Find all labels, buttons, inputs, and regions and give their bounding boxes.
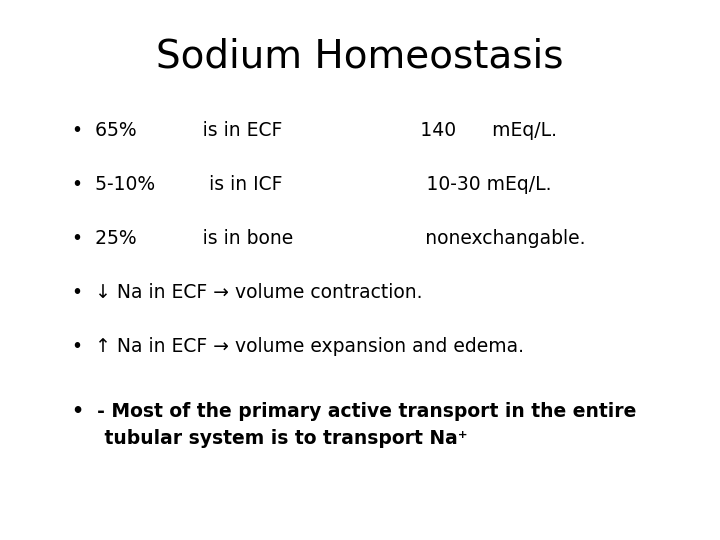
Text: •  ↑ Na in ECF → volume expansion and edema.: • ↑ Na in ECF → volume expansion and ede… (72, 338, 524, 356)
Text: •  - Most of the primary active transport in the entire
     tubular system is t: • - Most of the primary active transport… (72, 402, 636, 448)
Text: •  25%           is in bone                      nonexchangable.: • 25% is in bone nonexchangable. (72, 230, 585, 248)
Text: •  5-10%         is in ICF                        10-30 mEq/L.: • 5-10% is in ICF 10-30 mEq/L. (72, 176, 552, 194)
Text: •  65%           is in ECF                       140      mEq/L.: • 65% is in ECF 140 mEq/L. (72, 122, 557, 140)
Text: •  ↓ Na in ECF → volume contraction.: • ↓ Na in ECF → volume contraction. (72, 284, 423, 302)
Text: Sodium Homeostasis: Sodium Homeostasis (156, 38, 564, 76)
